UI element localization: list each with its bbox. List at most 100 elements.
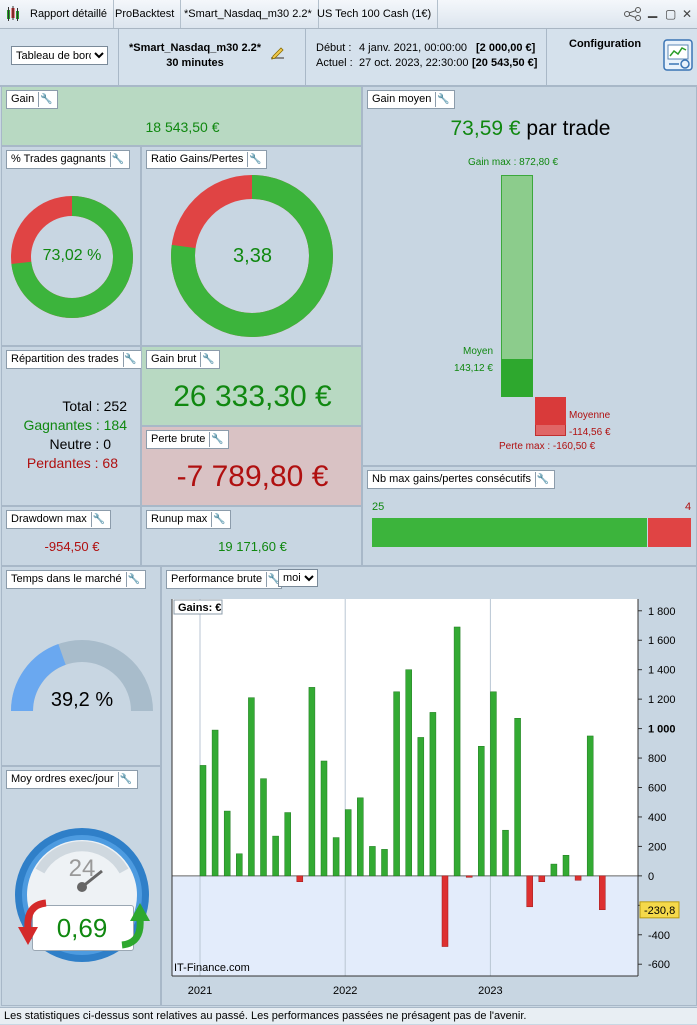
chart-app-icon xyxy=(6,6,20,22)
distribution-title: Répartition des trades 🔧 xyxy=(6,350,143,369)
ratio-value: 3,38 xyxy=(233,245,272,267)
maximize-icon[interactable]: ▢ xyxy=(665,7,677,21)
avg-value: 143,12 € xyxy=(454,363,493,374)
win-rate-win-ring xyxy=(11,196,133,318)
consecutive-wins-bar xyxy=(372,518,647,547)
bar-2022-08 xyxy=(429,712,437,877)
x-tick-label: 2022 xyxy=(333,985,357,997)
win-rate-donut xyxy=(11,196,133,318)
gain-title: Gain 🔧 xyxy=(6,90,59,109)
bar-2023-10 xyxy=(599,875,606,910)
tab-probacktest[interactable]: ProBacktest xyxy=(109,0,182,28)
dashboard-select[interactable]: Tableau de bord xyxy=(11,46,108,65)
gross-gain-title: Gain brut 🔧 xyxy=(146,350,221,369)
orders-value: 0,69 xyxy=(56,913,108,943)
avg-label: Moyen xyxy=(463,346,494,357)
bar-2022-06 xyxy=(405,669,412,877)
wrench-icon[interactable]: 🔧 xyxy=(117,772,133,787)
consecutive-title: Nb max gains/pertes consécutifs 🔧 xyxy=(367,470,555,489)
tab-instrument[interactable]: US Tech 100 Cash (1€) xyxy=(311,0,439,28)
bar-2022-02 xyxy=(357,797,364,877)
avg-gain-suffix: par trade xyxy=(526,117,611,140)
wrench-icon[interactable]: 🔧 xyxy=(200,352,216,367)
bar-2021-07 xyxy=(272,835,279,877)
performance-panel: Performance brute 🔧 mois 2021 2022 2023 1 80… xyxy=(161,566,697,1006)
minimize-icon[interactable]: ▁ xyxy=(648,4,658,18)
neutral-row: Neutre : 0 xyxy=(49,436,112,452)
configuration-icon[interactable] xyxy=(663,39,693,74)
down-arrow-icon xyxy=(16,897,52,952)
wrench-icon[interactable]: 🔧 xyxy=(266,572,282,587)
win-rate-title: % Trades gagnants 🔧 xyxy=(6,150,130,169)
share-icon[interactable] xyxy=(624,7,642,24)
bar-2023-08 xyxy=(574,875,582,881)
avg-gain-title: Gain moyen 🔧 xyxy=(367,90,456,109)
start-capital: [2 000,00 €] xyxy=(476,42,536,54)
y-tick-label: 600 xyxy=(648,783,666,795)
wrench-icon[interactable]: 🔧 xyxy=(109,152,125,167)
current-date: 27 oct. 2023, 22:30:00 xyxy=(359,57,469,69)
avg-loss-bar xyxy=(535,397,566,425)
watermark: IT-Finance.com xyxy=(174,962,250,974)
market-time-gauge-fill xyxy=(11,644,67,712)
wrench-icon[interactable]: 🔧 xyxy=(211,512,227,527)
plot-background-negative xyxy=(172,875,638,976)
tab-detailed-report[interactable]: Rapport détaillé xyxy=(24,0,115,28)
win-rate-value: 73,02 % xyxy=(42,247,102,264)
bar-2021-08 xyxy=(284,812,291,877)
current-label: Actuel : xyxy=(316,57,353,69)
wrench-icon[interactable]: 🔧 xyxy=(122,352,138,367)
y-tick-label: 1 200 xyxy=(648,694,676,706)
orders-title: Moy ordres exec/jour 🔧 xyxy=(6,770,138,789)
consecutive-panel: Nb max gains/pertes consécutifs 🔧 25 4 xyxy=(362,466,697,566)
bar-2022-11 xyxy=(465,875,473,878)
drawdown-title: Drawdown max 🔧 xyxy=(6,510,111,529)
wrench-icon[interactable]: 🔧 xyxy=(534,472,550,487)
y-tick-label: 800 xyxy=(648,753,666,765)
wrench-icon[interactable]: 🔧 xyxy=(125,572,141,587)
configuration-label[interactable]: Configuration xyxy=(569,38,642,50)
ratio-panel: Ratio Gains/Pertes 🔧 3,38 xyxy=(141,146,362,346)
tab-bar: Rapport détaillé ProBacktest *Smart_Nasd… xyxy=(0,0,697,29)
bar-2021-11 xyxy=(320,760,328,877)
bar-2022-10 xyxy=(453,626,461,877)
ratio-donut xyxy=(171,175,333,337)
bar-2021-05 xyxy=(248,697,255,877)
bar-2022-01 xyxy=(344,809,352,877)
avg-gain-bar xyxy=(501,359,533,397)
ratio-win-ring xyxy=(171,175,333,337)
series-label: Gains: € xyxy=(178,602,221,614)
y-tick-label: -600 xyxy=(648,959,670,971)
market-time-value: 39,2 % xyxy=(50,689,114,711)
total-row: Total : 252 xyxy=(62,398,127,414)
wrench-icon[interactable]: 🔧 xyxy=(90,512,106,527)
y-tick-label: 400 xyxy=(648,812,666,824)
up-arrow-icon xyxy=(116,899,152,954)
gross-loss-value: -7 789,80 € xyxy=(176,460,329,493)
runup-title: Runup max 🔧 xyxy=(146,510,232,529)
bar-2021-09 xyxy=(296,875,304,882)
edit-pencil-icon[interactable] xyxy=(270,45,286,64)
bar-2022-12 xyxy=(478,746,485,877)
avg-gain-headline: 73,59 € par trade xyxy=(363,117,697,141)
gross-loss-title: Perte brute 🔧 xyxy=(146,430,230,449)
bar-2022-04 xyxy=(381,849,388,877)
wrench-icon[interactable]: 🔧 xyxy=(435,92,451,107)
wrench-icon[interactable]: 🔧 xyxy=(38,92,54,107)
ratio-title: Ratio Gains/Pertes 🔧 xyxy=(146,150,268,169)
start-label: Début : xyxy=(316,42,352,54)
period-select[interactable]: mois xyxy=(278,569,318,587)
bar-2023-04 xyxy=(526,875,533,908)
y-tick-label: 1 800 xyxy=(648,606,676,618)
gain-max-label: Gain max : 872,80 € xyxy=(468,157,559,168)
bar-2023-05 xyxy=(538,875,546,882)
drawdown-value: -954,50 € xyxy=(44,539,100,554)
tab-strategy[interactable]: *Smart_Nasdaq_m30 2.2* xyxy=(178,0,319,28)
bar-2023-09 xyxy=(586,735,594,877)
wrench-icon[interactable]: 🔧 xyxy=(209,432,225,447)
plot-background-positive xyxy=(172,599,638,876)
current-capital: [20 543,50 €] xyxy=(472,57,538,69)
close-icon[interactable]: ✕ xyxy=(682,7,693,21)
losses-row: Perdantes : 68 xyxy=(26,455,118,471)
wrench-icon[interactable]: 🔧 xyxy=(247,152,263,167)
